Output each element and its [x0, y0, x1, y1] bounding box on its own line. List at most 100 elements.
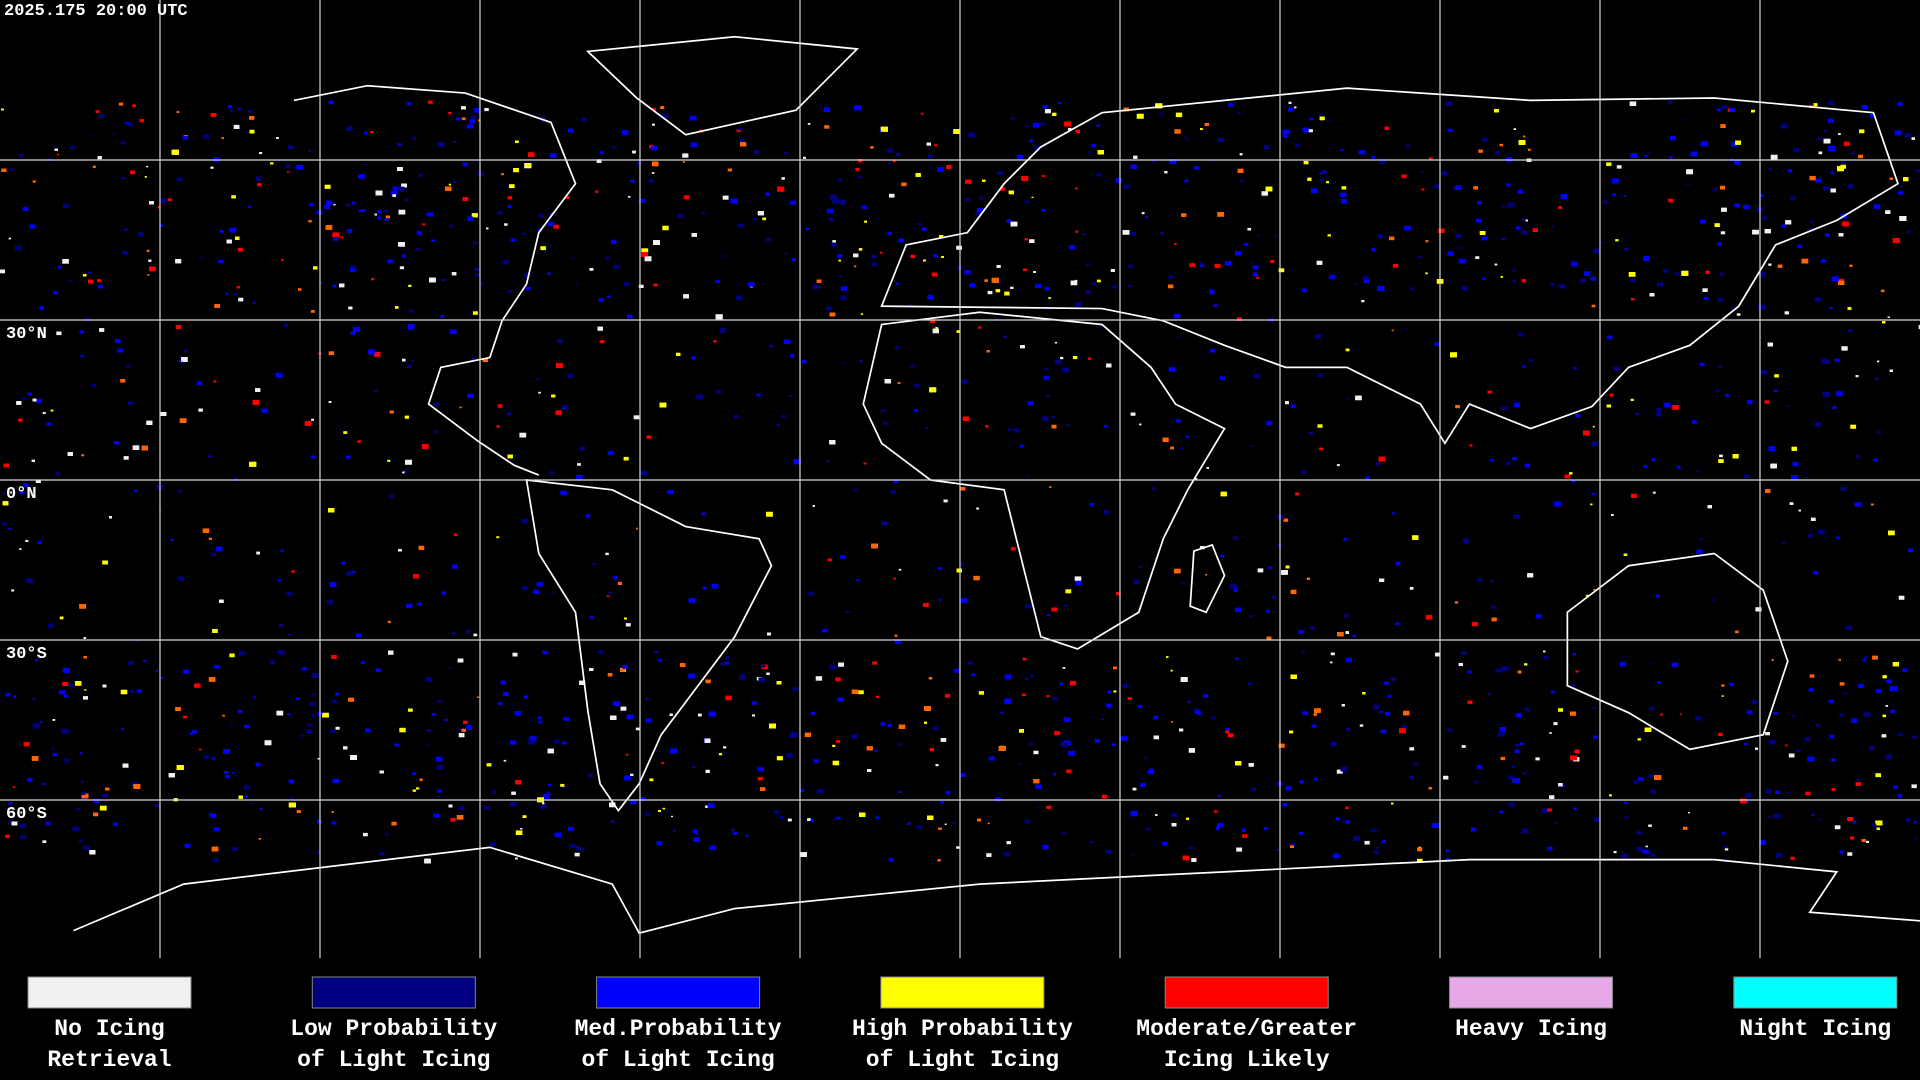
cloud-pixel: [1886, 679, 1892, 684]
cloud-pixel: [1113, 690, 1117, 693]
cloud-pixel: [1171, 813, 1177, 817]
cloud-pixel: [1029, 139, 1033, 143]
cloud-pixel: [507, 412, 511, 415]
cloud-pixel: [645, 718, 652, 723]
cloud-pixel: [445, 186, 452, 191]
cloud-pixel: [1688, 812, 1690, 814]
cloud-pixel: [1873, 204, 1881, 209]
cloud-pixel: [1174, 129, 1181, 134]
cloud-pixel: [229, 227, 237, 233]
cloud-pixel: [1379, 158, 1387, 164]
cloud-pixel: [1278, 268, 1285, 273]
cloud-pixel: [385, 215, 390, 219]
cloud-pixel: [1890, 686, 1897, 691]
cloud-pixel: [497, 211, 503, 215]
cloud-pixel: [1145, 828, 1150, 831]
cloud-pixel: [1839, 850, 1844, 854]
cloud-pixel: [997, 282, 1001, 285]
cloud-pixel: [1016, 154, 1024, 160]
cloud-pixel: [1630, 493, 1638, 498]
cloud-pixel: [526, 163, 532, 168]
cloud-pixel: [1388, 695, 1391, 698]
cloud-pixel: [1591, 441, 1598, 447]
cloud-pixel: [853, 265, 857, 268]
cloud-pixel: [1026, 125, 1030, 127]
cloud-pixel: [462, 162, 468, 167]
cloud-pixel: [1524, 463, 1531, 468]
cloud-pixel: [870, 146, 874, 149]
cloud-pixel: [67, 452, 73, 456]
cloud-pixel: [1225, 728, 1230, 731]
cloud-pixel: [1096, 279, 1101, 283]
cloud-pixel: [436, 789, 442, 793]
cloud-pixel: [721, 255, 725, 257]
cloud-pixel: [1069, 245, 1076, 250]
cloud-pixel: [210, 113, 217, 117]
cloud-pixel: [1613, 851, 1617, 854]
cloud-pixel: [502, 260, 509, 265]
cloud-pixel: [496, 536, 500, 539]
cloud-pixel: [651, 107, 657, 111]
cloud-pixel: [1302, 288, 1307, 292]
cloud-pixel: [11, 821, 18, 826]
cloud-pixel: [214, 665, 220, 669]
cloud-pixel: [1872, 823, 1877, 827]
cloud-pixel: [1812, 571, 1819, 575]
cloud-pixel: [1830, 171, 1835, 174]
cloud-pixel: [461, 106, 466, 110]
cloud-pixel: [1877, 430, 1881, 434]
cloud-pixel: [1731, 141, 1738, 147]
cloud-pixel: [722, 195, 729, 200]
cloud-pixel: [1261, 191, 1268, 196]
cloud-pixel: [1458, 258, 1466, 264]
cloud-pixel: [1409, 287, 1414, 290]
cloud-pixel: [731, 829, 734, 832]
cloud-pixel: [519, 432, 527, 438]
cloud-pixel: [672, 829, 677, 832]
cloud-pixel: [45, 821, 51, 826]
cloud-pixel: [1455, 233, 1462, 239]
cloud-pixel: [935, 327, 938, 329]
cloud-pixel: [384, 833, 389, 836]
cloud-pixel: [224, 774, 230, 779]
cloud-pixel: [418, 174, 423, 177]
cloud-pixel: [112, 132, 116, 135]
cloud-pixel: [1648, 824, 1652, 827]
cloud-pixel: [1752, 229, 1759, 235]
cloud-pixel: [1696, 470, 1700, 473]
cloud-pixel: [704, 738, 711, 743]
cloud-pixel: [1048, 297, 1051, 299]
cloud-pixel: [1809, 674, 1815, 678]
cloud-pixel: [291, 570, 295, 573]
cloud-pixel: [667, 490, 674, 495]
cloud-pixel: [42, 412, 46, 414]
cloud-pixel: [1558, 783, 1563, 787]
cloud-pixel: [1882, 321, 1886, 324]
cloud-pixel: [132, 445, 140, 450]
cloud-pixel: [253, 696, 256, 699]
cloud-pixel: [1686, 184, 1690, 187]
cloud-pixel: [343, 431, 348, 434]
cloud-pixel: [1553, 722, 1558, 726]
cloud-pixel: [1087, 151, 1091, 154]
cloud-pixel: [1336, 464, 1340, 467]
cloud-pixel: [457, 658, 464, 663]
cloud-pixel: [773, 810, 779, 815]
cloud-pixel: [825, 306, 831, 311]
cloud-pixel: [560, 490, 567, 496]
cloud-pixel: [823, 107, 831, 112]
cloud-pixel: [892, 160, 896, 163]
cloud-pixel: [1875, 377, 1878, 380]
cloud-pixel: [364, 163, 367, 166]
cloud-pixel: [1606, 162, 1612, 166]
cloud-pixel: [1863, 711, 1871, 717]
cloud-pixel: [725, 695, 732, 701]
cloud-pixel: [645, 812, 651, 816]
cloud-pixel: [105, 787, 110, 791]
cloud-pixel: [837, 254, 843, 258]
cloud-pixel: [398, 186, 405, 192]
cloud-pixel: [538, 720, 543, 724]
cloud-pixel: [913, 409, 918, 412]
cloud-pixel: [973, 575, 980, 581]
cloud-pixel: [1482, 137, 1488, 142]
